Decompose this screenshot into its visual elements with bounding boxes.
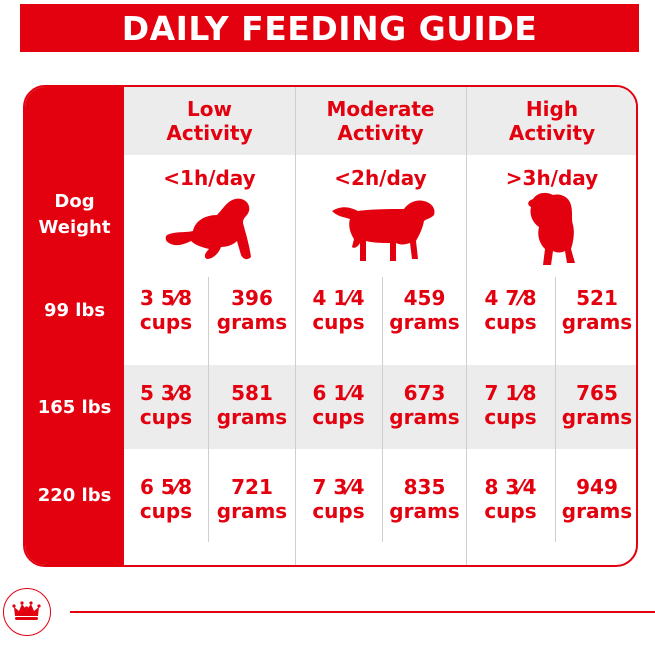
activity-name: Low	[187, 97, 232, 121]
grams-amount: 949	[576, 475, 618, 499]
activity-name: Activity	[166, 121, 253, 145]
grams-cell: 459 grams	[383, 286, 466, 334]
footer-divider	[70, 611, 655, 613]
grams-cell: 835 grams	[383, 475, 466, 523]
cups-cell: 4 7⁄8 cups	[466, 286, 555, 334]
cups-amount: 7 3⁄4	[312, 475, 365, 499]
grams-cell: 949 grams	[556, 475, 636, 523]
grams-unit: grams	[216, 499, 288, 523]
grams-cell: 721 grams	[209, 475, 295, 523]
page-title: DAILY FEEDING GUIDE	[20, 4, 639, 52]
lying-dog-icon	[165, 198, 251, 260]
grams-cell: 581 grams	[209, 381, 295, 429]
weight-header-line: Weight	[38, 217, 111, 238]
weight-label: 99 lbs	[43, 300, 106, 321]
grams-cell: 521 grams	[556, 286, 636, 334]
grams-amount: 521	[576, 286, 618, 310]
sub-divider	[208, 277, 209, 542]
cups-amount: 4 7⁄8	[484, 286, 537, 310]
cups-amount: 4 1⁄4	[312, 286, 365, 310]
weight-header-line: Dog	[54, 191, 95, 212]
cups-unit: cups	[484, 405, 537, 429]
grams-unit: grams	[561, 310, 633, 334]
grams-amount: 765	[576, 381, 618, 405]
weight-label: 165 lbs	[37, 397, 112, 418]
weight-column	[25, 87, 124, 565]
grams-amount: 581	[231, 381, 273, 405]
running-dog-icon	[528, 192, 575, 265]
cups-unit: cups	[139, 499, 193, 523]
cups-cell: 5 3⁄8 cups	[124, 381, 208, 429]
activity-name: High	[525, 97, 579, 121]
standing-dog-icon	[332, 200, 435, 261]
column-divider	[466, 87, 467, 565]
grams-cell: 396 grams	[209, 286, 295, 334]
crown-logo-icon	[3, 588, 51, 636]
cups-unit: cups	[312, 310, 365, 334]
sub-divider	[555, 277, 556, 542]
grams-cell: 673 grams	[383, 381, 466, 429]
cups-amount: 6 1⁄4	[312, 381, 365, 405]
cups-cell: 6 1⁄4 cups	[295, 381, 382, 429]
cups-unit: cups	[312, 499, 365, 523]
grams-unit: grams	[561, 405, 633, 429]
activity-name: Activity	[337, 121, 424, 145]
weight-label: 220 lbs	[37, 485, 112, 506]
grams-amount: 673	[403, 381, 446, 405]
cups-amount: 5 3⁄8	[139, 381, 193, 405]
activity-name: Activity	[508, 121, 596, 145]
cups-unit: cups	[484, 499, 537, 523]
cups-cell: 7 3⁄4 cups	[295, 475, 382, 523]
cups-cell: 4 1⁄4 cups	[295, 286, 382, 334]
cups-cell: 3 5⁄8 cups	[124, 286, 208, 334]
cups-unit: cups	[139, 405, 193, 429]
grams-unit: grams	[389, 499, 460, 523]
activity-name: Moderate	[326, 97, 435, 121]
feeding-table: Dog Weight Low Activity Moderate Activit…	[23, 85, 638, 567]
grams-unit: grams	[216, 310, 288, 334]
activity-header-row	[124, 87, 636, 155]
cups-amount: 6 5⁄8	[139, 475, 193, 499]
grams-amount: 459	[403, 286, 446, 310]
grams-amount: 721	[231, 475, 273, 499]
grams-unit: grams	[389, 310, 460, 334]
grams-cell: 765 grams	[556, 381, 636, 429]
cups-amount: 7 1⁄8	[484, 381, 537, 405]
grams-unit: grams	[561, 499, 633, 523]
activity-duration: <1h/day	[163, 166, 256, 190]
cups-unit: cups	[484, 310, 537, 334]
grams-unit: grams	[389, 405, 460, 429]
cups-unit: cups	[139, 310, 193, 334]
grams-amount: 396	[231, 286, 273, 310]
row-stripe	[124, 365, 636, 449]
sub-divider	[382, 277, 383, 542]
cups-cell: 7 1⁄8 cups	[466, 381, 555, 429]
cups-cell: 8 3⁄4 cups	[466, 475, 555, 523]
cups-cell: 6 5⁄8 cups	[124, 475, 208, 523]
activity-duration: <2h/day	[334, 166, 427, 190]
cups-amount: 3 5⁄8	[139, 286, 193, 310]
cups-amount: 8 3⁄4	[484, 475, 537, 499]
activity-duration: >3h/day	[505, 166, 599, 190]
column-divider	[295, 87, 296, 565]
grams-unit: grams	[216, 405, 288, 429]
grams-amount: 835	[403, 475, 446, 499]
cups-unit: cups	[312, 405, 365, 429]
